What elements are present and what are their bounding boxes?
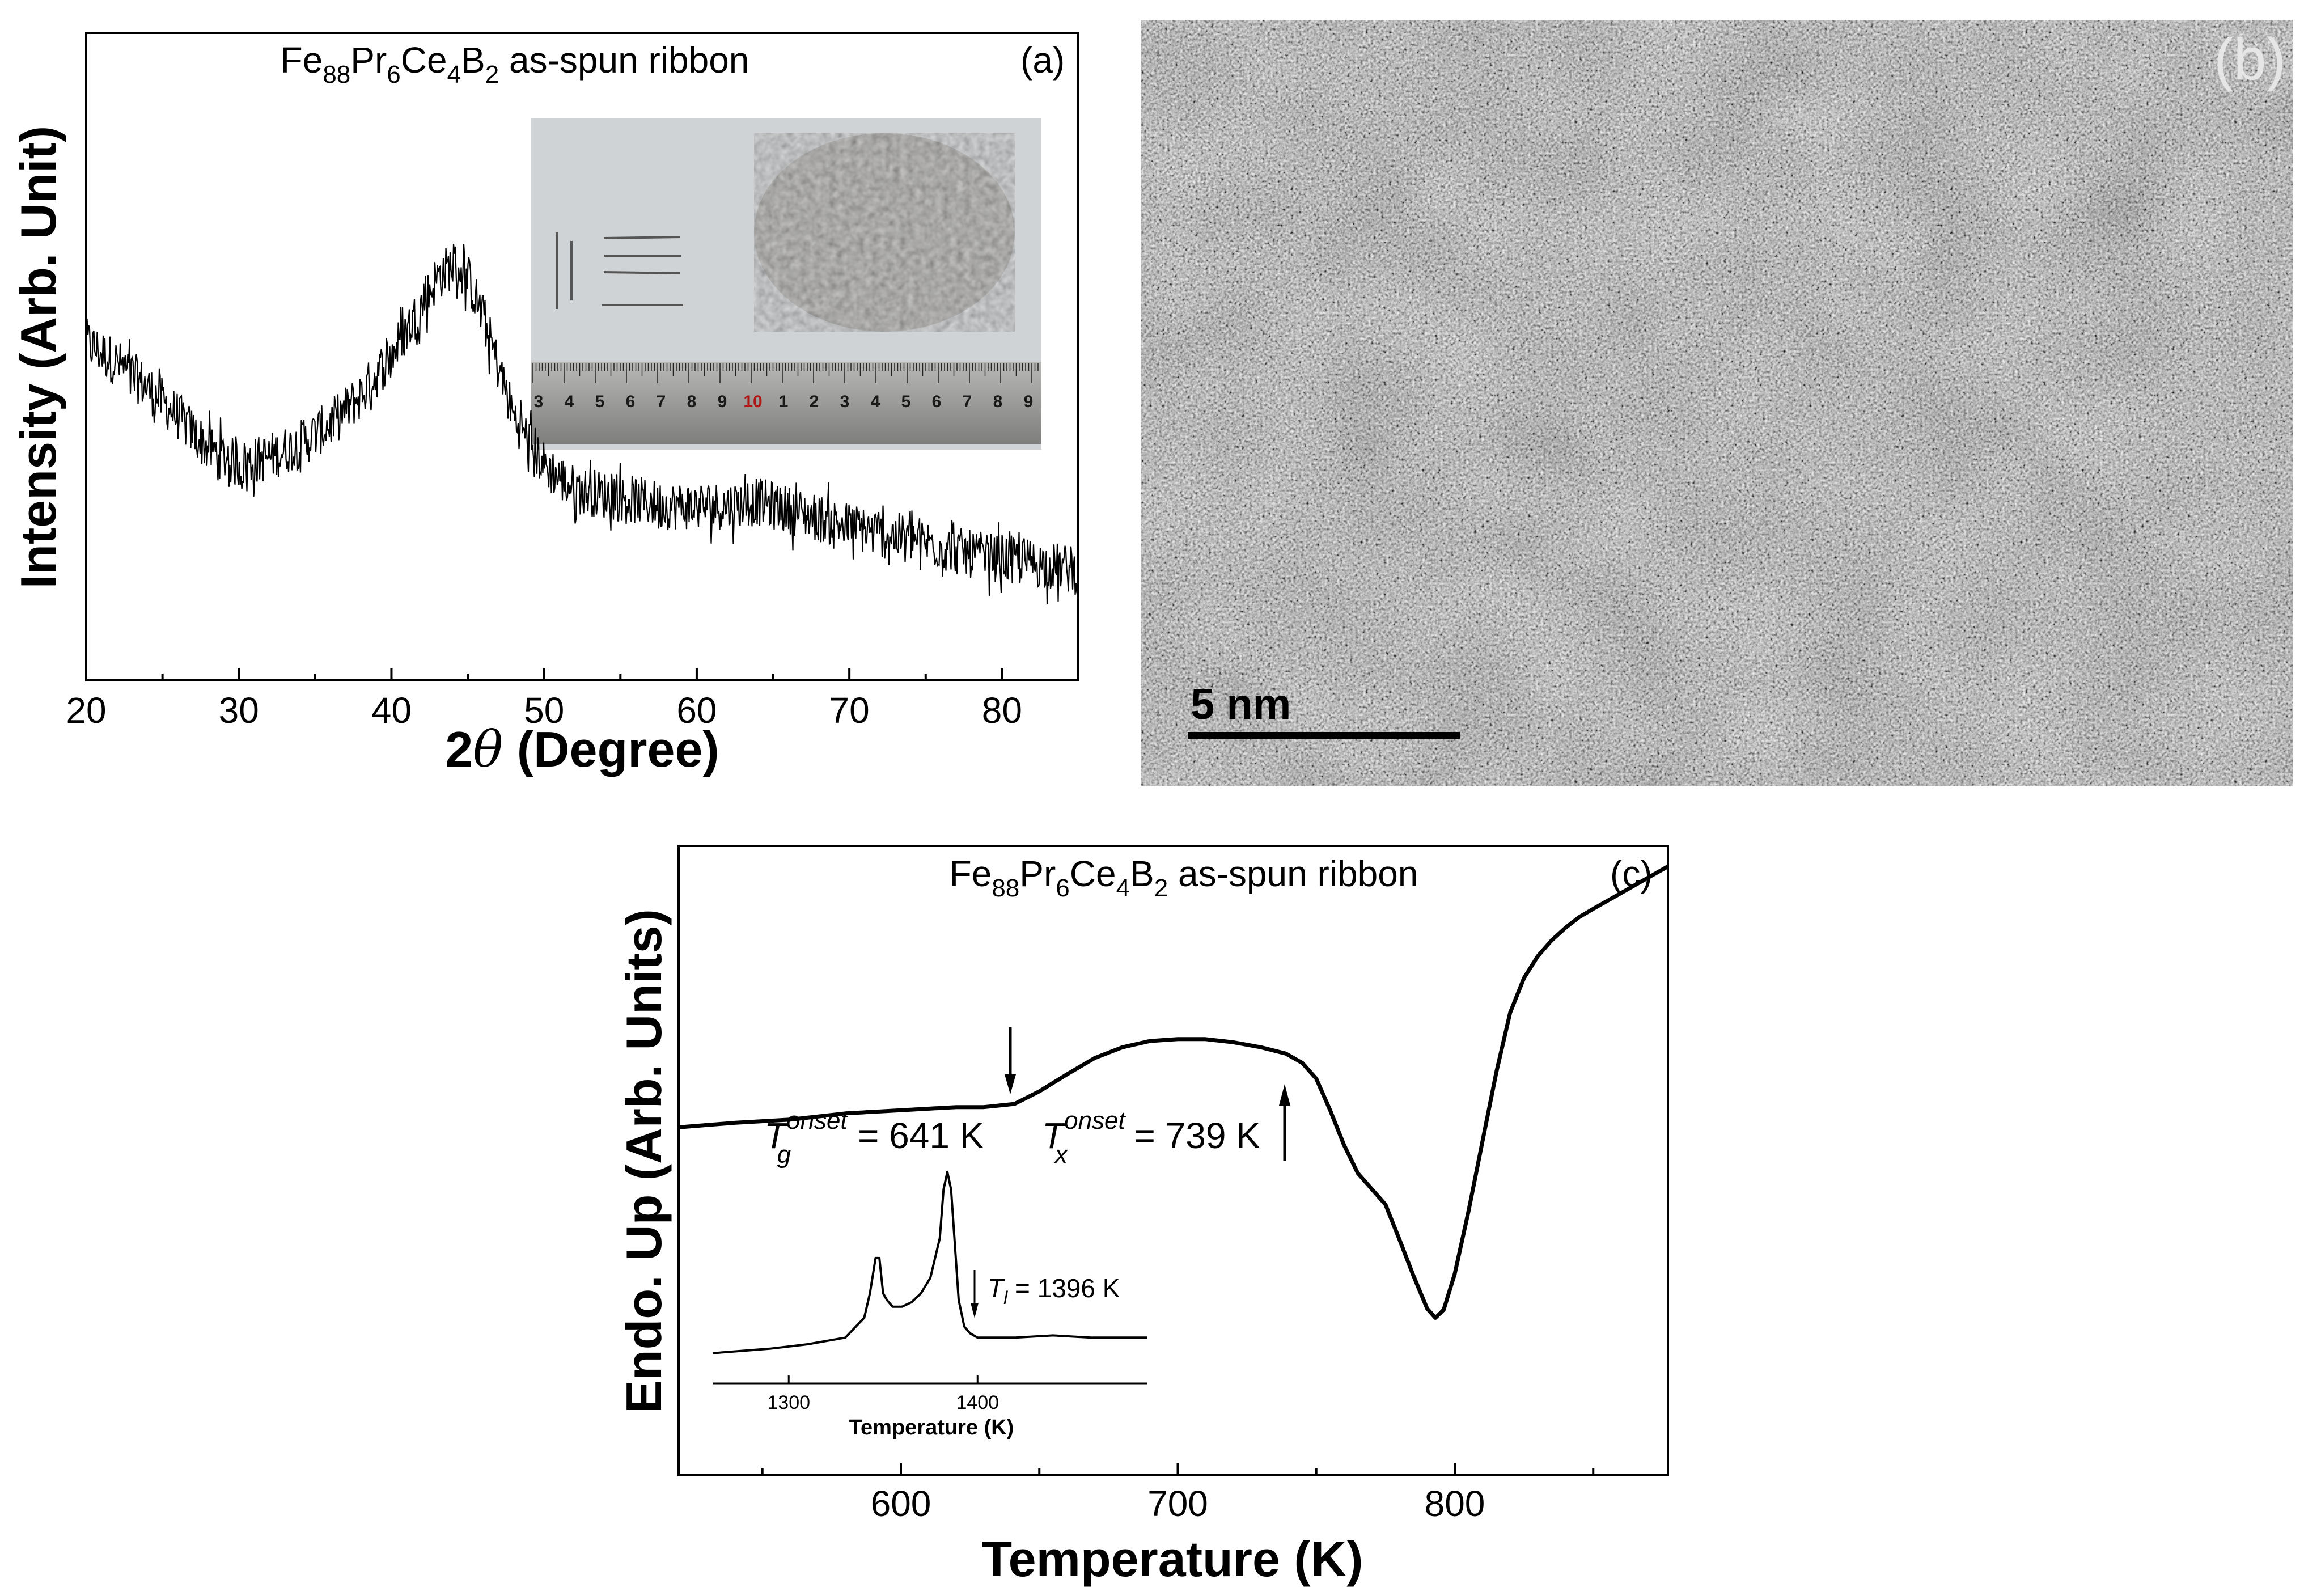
ruler-number: 10 (743, 392, 762, 411)
ruler-number: 5 (595, 392, 605, 411)
panel-a-axes-frame (85, 32, 1079, 681)
panel-b-scalebar-label: 5 nm (1191, 680, 1291, 729)
x-tick-label: 600 (871, 1483, 931, 1524)
tg-annotation: Tonset g = 641 K (764, 1107, 984, 1169)
panel-c-inset-plot (713, 1170, 1147, 1354)
tx-arrow-head (1279, 1084, 1290, 1106)
photo-ruler-numbers: 3 4 5 6 7 8 9 10 1 2 3 4 5 6 7 8 9 (534, 392, 1034, 411)
tg-arrow-head (1005, 1074, 1016, 1094)
ruler-number: 3 (534, 392, 544, 411)
panel-b: (b) 5 nm (1141, 20, 2293, 786)
x-tick-label: 40 (371, 690, 412, 731)
panel-a-x-ticks: 20 30 40 50 60 70 80 (66, 668, 1022, 731)
inset-x-axis-label: Temperature (K) (849, 1416, 1014, 1440)
ruler-number: 4 (565, 392, 574, 411)
panel-a-inset-photo: 3 4 5 6 7 8 9 10 1 2 3 4 5 6 7 8 9 (531, 118, 1041, 450)
ruler-number: 6 (932, 392, 942, 411)
x-tick-label: 30 (219, 690, 259, 731)
panel-a-plot (86, 244, 1078, 604)
panel-a-tag: (a) (1020, 40, 1065, 81)
ruler-number: 8 (687, 392, 697, 411)
photo-ribbon-texture (754, 133, 1015, 332)
x-tick-label: 700 (1147, 1483, 1208, 1524)
panel-c-axes-frame (677, 845, 1669, 1476)
panel-c-x-axis-label: Temperature (K) (981, 1531, 1363, 1587)
x-tick-label: 60 (676, 690, 717, 731)
ruler-number: 9 (718, 392, 727, 411)
photo-ribbon-pieces (556, 232, 683, 309)
panel-a-y-axis-label: Intensity (Arb. Unit) (10, 126, 66, 589)
tl-annotation: Tl = 1396 K (988, 1273, 1120, 1308)
ruler-number: 5 (901, 392, 911, 411)
panel-c-tag: (c) (1610, 853, 1653, 894)
panel-c: 600 700 800 Fe88Pr6Ce4B2 as-spun ribbon (c… (616, 845, 1669, 1587)
panel-c-plot (679, 864, 1668, 1320)
panel-c-y-axis-label: Endo. Up (Arb. Units) (616, 909, 672, 1413)
ruler-number: 7 (657, 392, 666, 411)
inset-series-line (713, 1170, 1147, 1354)
x-tick-label: 70 (829, 690, 870, 731)
inset-x-ticks: 1300 1400 (767, 1375, 999, 1413)
x-tick-label: 20 (66, 690, 106, 731)
photo-ruler (531, 362, 1041, 444)
ruler-number: 4 (871, 392, 880, 411)
panel-c-title: Fe88Pr6Ce4B2 as-spun ribbon (950, 853, 1418, 902)
panel-c-x-ticks: 600 700 800 (761, 1463, 1595, 1524)
tl-arrow-head (971, 1303, 979, 1318)
panel-a: 3 4 5 6 7 8 9 10 1 2 3 4 5 6 7 8 9 20 30 40 50 60 70 80 Fe88Pr… (10, 32, 1079, 778)
inset-x-tick-label: 1400 (956, 1392, 999, 1413)
x-tick-label: 80 (982, 690, 1022, 731)
ruler-number: 8 (993, 392, 1003, 411)
x-tick-label: 50 (524, 690, 564, 731)
dsc-series-line (679, 864, 1668, 1320)
x-tick-label: 800 (1425, 1483, 1485, 1524)
panel-b-tag: (b) (2214, 27, 2286, 92)
xrd-series-line (86, 244, 1078, 604)
ruler-number: 6 (626, 392, 636, 411)
tem-image-contrast (1141, 20, 2293, 786)
panel-a-title: Fe88Pr6Ce4B2 as-spun ribbon (281, 40, 749, 88)
ruler-number: 7 (963, 392, 972, 411)
photo-ruler-ticks (532, 363, 1039, 383)
ruler-number: 9 (1024, 392, 1034, 411)
inset-x-tick-label: 1300 (767, 1392, 810, 1413)
ruler-number: 1 (779, 392, 789, 411)
tx-annotation: Tonset x = 739 K (1042, 1107, 1260, 1169)
panel-a-x-axis-label: 2θ (Degree) (445, 720, 719, 778)
ruler-number: 3 (840, 392, 850, 411)
ruler-number: 2 (810, 392, 819, 411)
